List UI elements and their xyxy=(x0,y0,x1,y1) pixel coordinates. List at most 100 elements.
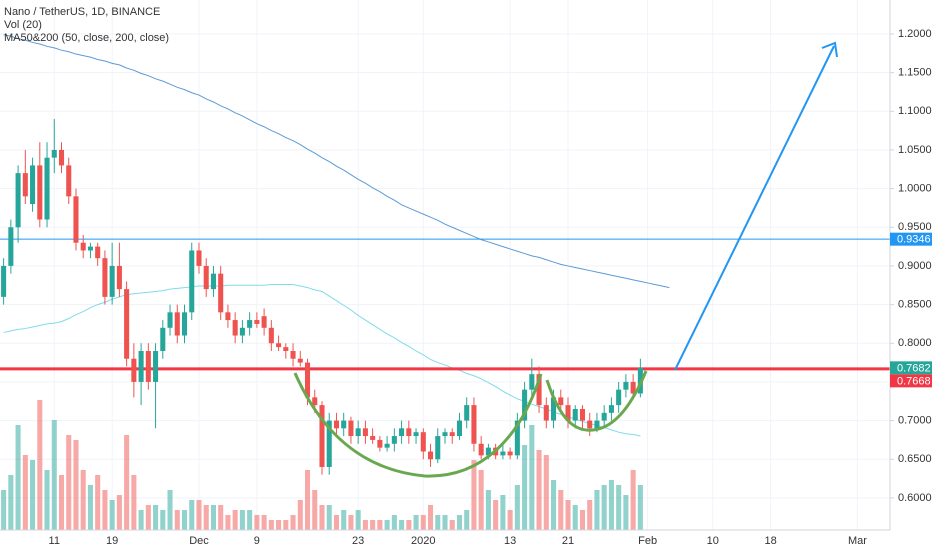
candle-body xyxy=(254,320,260,324)
x-tick-label: 23 xyxy=(352,535,364,547)
candle-body xyxy=(464,405,470,421)
volume-bar xyxy=(514,485,520,530)
volume-bar xyxy=(232,510,238,530)
price-tag xyxy=(890,361,932,375)
handle-curve xyxy=(545,370,648,432)
volume-bar xyxy=(304,470,311,530)
candle-body xyxy=(456,420,463,437)
candle-body xyxy=(449,432,455,437)
price-tag-label: 0.7682 xyxy=(897,362,931,374)
candle-body xyxy=(435,436,441,460)
candle-body xyxy=(189,250,195,313)
candle-body xyxy=(304,362,311,398)
candle-body xyxy=(355,428,361,437)
candle-body xyxy=(312,397,318,406)
candle-body xyxy=(261,316,267,328)
volume-bar xyxy=(22,455,28,530)
candle-body xyxy=(153,350,159,382)
volume-bar xyxy=(138,510,144,530)
volume-bar xyxy=(15,425,21,530)
candle-body xyxy=(247,320,253,328)
arrow-head xyxy=(821,41,838,58)
candle-body xyxy=(95,246,101,259)
y-tick-label: 0.6500 xyxy=(898,453,932,465)
volume-bar xyxy=(73,440,79,530)
volume-bar xyxy=(493,500,499,530)
candle-body xyxy=(478,443,484,456)
candle-body xyxy=(536,374,542,406)
candle-body xyxy=(514,420,520,456)
candle-body xyxy=(210,273,216,290)
volume-bar xyxy=(427,505,434,530)
candle-body xyxy=(116,265,122,290)
volume-bar xyxy=(348,515,354,530)
candle-body xyxy=(15,173,21,228)
candle-body xyxy=(145,350,151,382)
candle-body xyxy=(608,405,614,413)
candle-body xyxy=(131,358,137,382)
volume-bar xyxy=(601,485,607,530)
volume-bar xyxy=(225,515,231,530)
volume-bar xyxy=(239,510,245,530)
candle-body xyxy=(283,347,289,351)
volume-pane xyxy=(1,400,643,530)
volume-bar xyxy=(283,520,289,530)
candle-body xyxy=(102,258,108,297)
x-tick-label: 11 xyxy=(49,535,60,547)
price-tag-label: 0.7668 xyxy=(897,375,931,387)
candle-body xyxy=(276,343,282,348)
candle-body xyxy=(413,432,419,437)
candle-body xyxy=(522,389,528,421)
volume-bar xyxy=(181,510,188,530)
candle-body xyxy=(181,312,188,336)
candle-body xyxy=(239,327,245,336)
x-tick-label: Dec xyxy=(189,535,209,547)
x-tick-label: 9 xyxy=(254,535,260,547)
y-tick-label: 0.8500 xyxy=(898,298,932,310)
candle-body xyxy=(87,246,93,251)
candle-body xyxy=(507,451,513,456)
candles xyxy=(1,119,643,475)
y-tick-label: 1.0500 xyxy=(898,144,932,156)
candle-body xyxy=(579,408,586,421)
volume-bar xyxy=(109,500,115,530)
volume-bar xyxy=(551,480,557,530)
axes: 0.60000.65000.70000.75000.80000.85000.90… xyxy=(49,28,932,547)
candle-body xyxy=(616,389,622,406)
candle-body xyxy=(565,405,571,421)
x-tick-label: Mar xyxy=(848,535,867,547)
volume-bar xyxy=(362,520,368,530)
candle-body xyxy=(399,428,405,437)
volume-bar xyxy=(51,420,57,530)
candle-body xyxy=(51,149,57,158)
volume-bar xyxy=(478,470,484,530)
volume-bar xyxy=(44,470,50,530)
chart-title: Nano / TetherUS, 1D, BINANCE xyxy=(4,6,160,18)
ma-line xyxy=(3,34,670,289)
candle-body xyxy=(66,165,72,197)
volume-bar xyxy=(261,515,267,530)
volume-bar xyxy=(558,490,564,530)
volume-label: Vol (20) xyxy=(4,19,42,31)
x-tick-label: 2020 xyxy=(411,535,435,547)
y-tick-label: 1.2000 xyxy=(898,28,932,40)
candle-body xyxy=(551,397,557,421)
volume-bar xyxy=(297,500,303,530)
candle-body xyxy=(471,405,477,444)
candle-body xyxy=(420,432,426,452)
projection-arrow xyxy=(674,45,835,371)
volume-bar xyxy=(8,475,14,530)
volume-bar xyxy=(290,515,296,530)
volume-bar xyxy=(377,520,383,530)
volume-bar xyxy=(442,515,448,530)
candle-body xyxy=(37,165,43,220)
candle-body xyxy=(30,165,36,205)
candle-body xyxy=(268,327,274,344)
candle-body xyxy=(109,265,115,297)
volume-bar xyxy=(58,475,65,530)
volume-bar xyxy=(623,495,629,530)
volume-bar xyxy=(355,510,361,530)
y-tick-label: 0.7000 xyxy=(898,414,932,426)
